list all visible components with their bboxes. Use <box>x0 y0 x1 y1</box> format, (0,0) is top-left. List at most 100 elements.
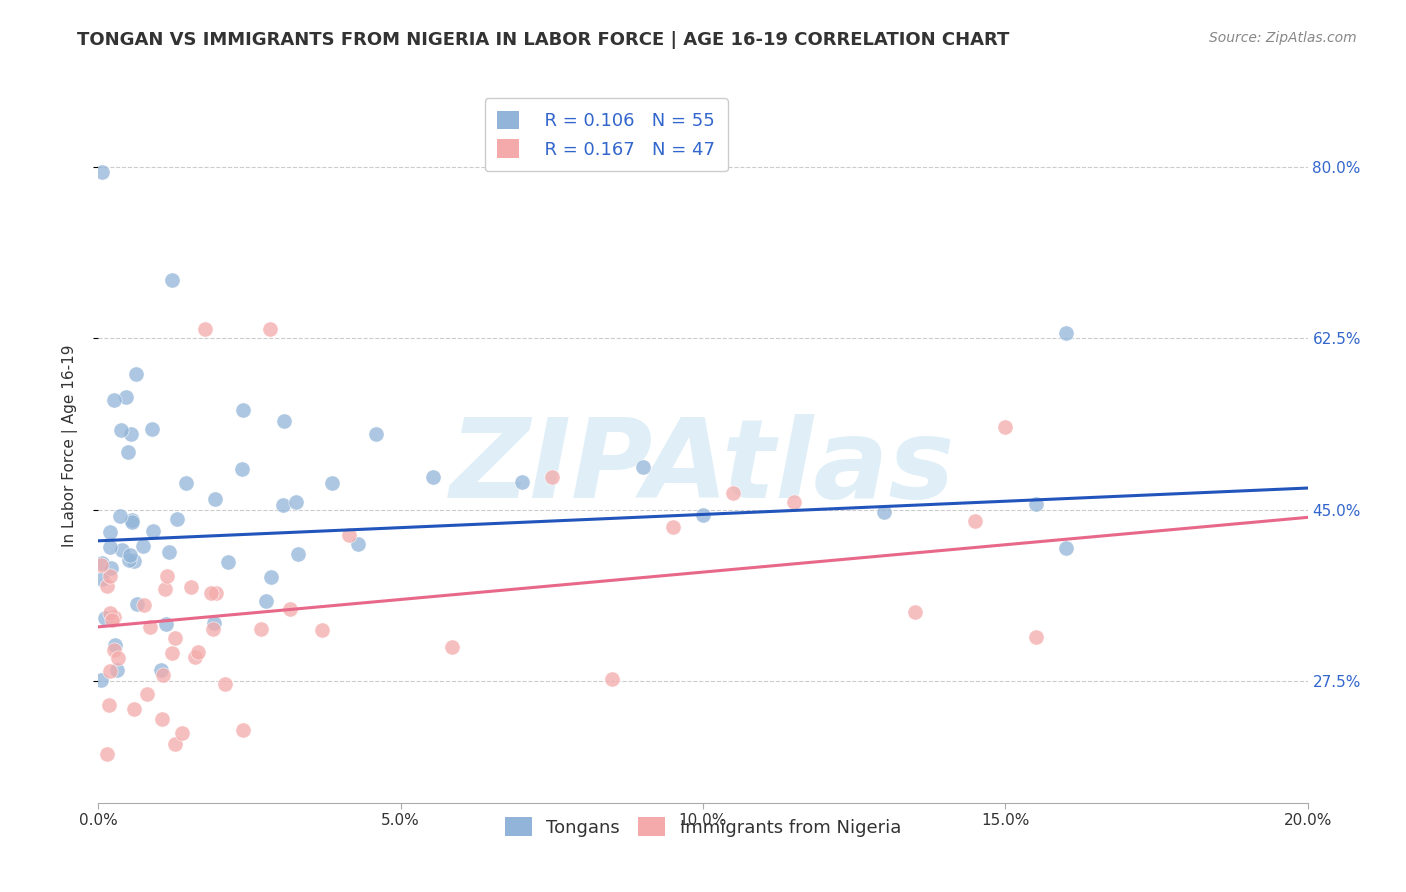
Point <box>134 598 156 612</box>
Point <box>110 508 132 523</box>
Point <box>125 368 148 382</box>
Y-axis label: In Labor Force | Age 16-19: In Labor Force | Age 16-19 <box>62 344 77 548</box>
Point <box>165 631 187 645</box>
Point <box>176 476 198 491</box>
Point <box>94 610 117 624</box>
Point <box>103 643 125 657</box>
Point <box>153 582 176 597</box>
Point <box>231 462 253 476</box>
Point <box>321 475 343 490</box>
Point <box>117 445 139 459</box>
Point <box>149 663 172 677</box>
Point <box>214 677 236 691</box>
Point <box>121 515 143 529</box>
Point <box>91 165 114 179</box>
Point <box>120 426 142 441</box>
Point <box>142 524 165 538</box>
Point <box>118 553 141 567</box>
Point <box>141 422 163 436</box>
Point <box>232 403 254 417</box>
Point <box>366 426 388 441</box>
Point <box>440 640 463 655</box>
Point <box>170 726 193 740</box>
Point <box>98 541 121 555</box>
Point <box>98 606 121 620</box>
Point <box>187 644 209 658</box>
Point <box>118 548 141 562</box>
Point <box>278 601 301 615</box>
Point <box>692 508 714 523</box>
Point <box>122 554 145 568</box>
Point <box>311 623 333 637</box>
Point <box>254 594 277 608</box>
Point <box>723 485 745 500</box>
Point <box>200 586 222 600</box>
Point <box>422 470 444 484</box>
Point <box>259 321 281 335</box>
Point <box>217 555 239 569</box>
Point <box>204 616 226 631</box>
Point <box>110 423 132 437</box>
Point <box>105 664 128 678</box>
Point <box>160 273 183 287</box>
Point <box>132 539 155 553</box>
Point <box>661 519 683 533</box>
Point <box>602 672 624 686</box>
Point <box>1024 497 1046 511</box>
Point <box>155 617 177 632</box>
Point <box>104 638 127 652</box>
Point <box>260 569 283 583</box>
Point <box>346 537 368 551</box>
Point <box>232 723 254 738</box>
Point <box>1054 326 1077 340</box>
Point <box>90 557 112 571</box>
Point <box>139 620 162 634</box>
Point <box>337 527 360 541</box>
Point <box>1054 541 1077 555</box>
Point <box>1024 630 1046 644</box>
Point <box>287 547 309 561</box>
Point <box>98 569 121 583</box>
Text: TONGAN VS IMMIGRANTS FROM NIGERIA IN LABOR FORCE | AGE 16-19 CORRELATION CHART: TONGAN VS IMMIGRANTS FROM NIGERIA IN LAB… <box>77 31 1010 49</box>
Point <box>135 687 157 701</box>
Point <box>98 698 121 712</box>
Point <box>166 512 188 526</box>
Point <box>115 390 138 404</box>
Point <box>103 610 125 624</box>
Point <box>271 498 294 512</box>
Point <box>994 419 1017 434</box>
Text: ZIPAtlas: ZIPAtlas <box>450 414 956 521</box>
Point <box>873 505 896 519</box>
Point <box>194 321 217 335</box>
Point <box>150 712 173 726</box>
Point <box>98 664 121 678</box>
Point <box>90 558 112 573</box>
Point <box>273 414 295 428</box>
Point <box>180 581 202 595</box>
Point <box>125 598 148 612</box>
Point <box>96 747 118 761</box>
Point <box>184 650 207 665</box>
Point <box>157 545 180 559</box>
Point <box>90 673 112 688</box>
Point <box>91 572 114 586</box>
Point <box>284 494 307 508</box>
Point <box>98 525 121 540</box>
Point <box>904 605 927 619</box>
Point <box>103 392 125 407</box>
Point <box>122 701 145 715</box>
Point <box>107 651 129 665</box>
Legend: Tongans, Immigrants from Nigeria: Tongans, Immigrants from Nigeria <box>498 810 908 844</box>
Point <box>100 561 122 575</box>
Point <box>510 475 533 489</box>
Point <box>160 646 183 660</box>
Point <box>152 667 174 681</box>
Text: Source: ZipAtlas.com: Source: ZipAtlas.com <box>1209 31 1357 45</box>
Point <box>96 578 118 592</box>
Point <box>156 569 179 583</box>
Point <box>540 470 562 484</box>
Point <box>110 542 132 557</box>
Point <box>100 613 122 627</box>
Point <box>250 623 273 637</box>
Point <box>965 514 987 528</box>
